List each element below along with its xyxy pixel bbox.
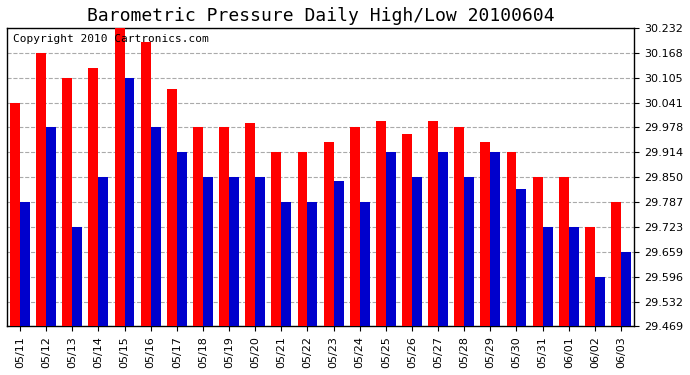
Bar: [491, 152, 500, 375]
Bar: [350, 127, 359, 375]
Bar: [621, 252, 631, 375]
Bar: [480, 142, 491, 375]
Bar: [193, 127, 203, 375]
Bar: [203, 177, 213, 375]
Bar: [376, 121, 386, 375]
Bar: [533, 177, 542, 375]
Bar: [585, 227, 595, 375]
Bar: [402, 134, 412, 375]
Bar: [177, 152, 187, 375]
Bar: [141, 42, 150, 375]
Bar: [36, 53, 46, 375]
Bar: [99, 177, 108, 375]
Bar: [569, 227, 579, 375]
Bar: [150, 127, 161, 375]
Bar: [464, 177, 474, 375]
Bar: [559, 177, 569, 375]
Bar: [10, 103, 20, 375]
Bar: [359, 202, 370, 375]
Bar: [20, 202, 30, 375]
Bar: [412, 177, 422, 375]
Bar: [454, 127, 464, 375]
Bar: [46, 127, 56, 375]
Bar: [72, 227, 82, 375]
Bar: [271, 152, 282, 375]
Bar: [88, 68, 99, 375]
Bar: [595, 277, 605, 375]
Title: Barometric Pressure Daily High/Low 20100604: Barometric Pressure Daily High/Low 20100…: [87, 7, 554, 25]
Bar: [333, 181, 344, 375]
Bar: [282, 202, 291, 375]
Bar: [245, 123, 255, 375]
Bar: [438, 152, 448, 375]
Bar: [542, 227, 553, 375]
Bar: [255, 177, 265, 375]
Bar: [428, 121, 438, 375]
Bar: [308, 202, 317, 375]
Bar: [62, 78, 72, 375]
Bar: [386, 152, 396, 375]
Text: Copyright 2010 Cartronics.com: Copyright 2010 Cartronics.com: [13, 34, 209, 44]
Bar: [517, 189, 526, 375]
Bar: [324, 142, 333, 375]
Bar: [115, 28, 124, 375]
Bar: [506, 152, 517, 375]
Bar: [297, 152, 308, 375]
Bar: [219, 127, 229, 375]
Bar: [229, 177, 239, 375]
Bar: [167, 89, 177, 375]
Bar: [611, 202, 621, 375]
Bar: [124, 78, 135, 375]
